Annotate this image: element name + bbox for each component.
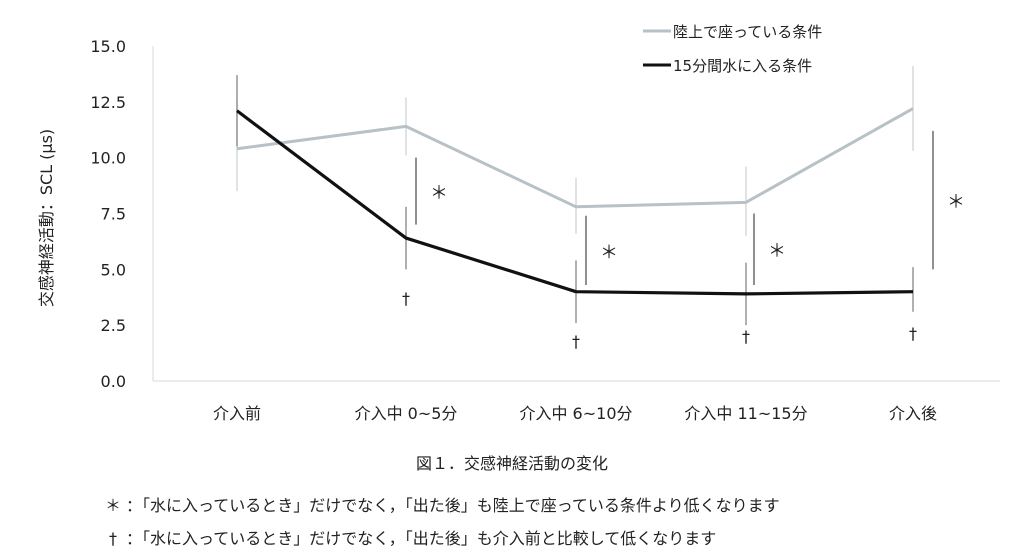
dagger-mark: †	[909, 324, 917, 343]
x-category-label: 介入中 6~10分	[519, 404, 632, 423]
dagger-mark: †	[402, 289, 410, 308]
series-line	[236, 109, 914, 296]
significance-asterisk: ＊	[430, 183, 448, 204]
note-dagger-text: ：「水に入っているとき」だけでなく，「出た後」も介入前と比較して低くなります	[126, 529, 717, 548]
y-tick-label: 10.0	[90, 149, 126, 168]
dagger-mark: †	[572, 332, 580, 351]
significance-asterisk: ＊	[947, 192, 965, 213]
x-category-label: 介入前	[213, 404, 261, 423]
x-category-label: 介入中 0~5分	[355, 404, 458, 423]
series-1	[236, 66, 914, 236]
note-asterisk: ＊ ：「水に入っているとき」だけでなく，「出た後」も陸上で座っている条件より低くな…	[100, 492, 780, 516]
significance-layer: ＊ ＊ ＊ ＊ † † † †	[402, 130, 965, 351]
note-dagger: † ：「水に入っているとき」だけでなく，「出た後」も介入前と比較して低くなります	[100, 525, 716, 549]
series-layer	[236, 66, 914, 326]
dagger-mark: †	[742, 327, 750, 346]
legend-label: 陸上で座っている条件	[673, 23, 822, 41]
series-2	[236, 75, 914, 326]
significance-asterisk: ＊	[768, 241, 786, 262]
y-tick-label: 15.0	[90, 37, 126, 56]
y-tick-labels: 0.0 2.5 5.0 7.5 10.0 12.5 15.0	[90, 37, 126, 391]
legend-label: 15分間水に入る条件	[673, 57, 812, 75]
y-tick-label: 0.0	[101, 372, 126, 391]
x-category-labels: 介入前 介入中 0~5分 介入中 6~10分 介入中 11~15分 介入後	[213, 404, 937, 423]
figure-caption: 図１．交感神経活動の変化	[415, 454, 608, 473]
significance-asterisk: ＊	[600, 242, 618, 263]
note-asterisk-text: ：「水に入っているとき」だけでなく，「出た後」も陸上で座っている条件より低くなり…	[126, 496, 780, 515]
y-tick-label: 7.5	[101, 205, 126, 224]
series-line	[236, 107, 914, 209]
y-tick-label: 5.0	[101, 260, 126, 279]
legend: 陸上で座っている条件 15分間水に入る条件	[643, 23, 822, 75]
y-axis-label: 交感神経活動：SCL (μs)	[37, 129, 56, 307]
y-tick-label: 2.5	[101, 316, 126, 335]
dagger-symbol: †	[109, 529, 117, 548]
x-category-label: 介入後	[889, 404, 937, 423]
y-tick-label: 12.5	[90, 93, 126, 112]
x-category-label: 介入中 11~15分	[684, 404, 807, 423]
asterisk-symbol: ＊	[104, 496, 121, 515]
